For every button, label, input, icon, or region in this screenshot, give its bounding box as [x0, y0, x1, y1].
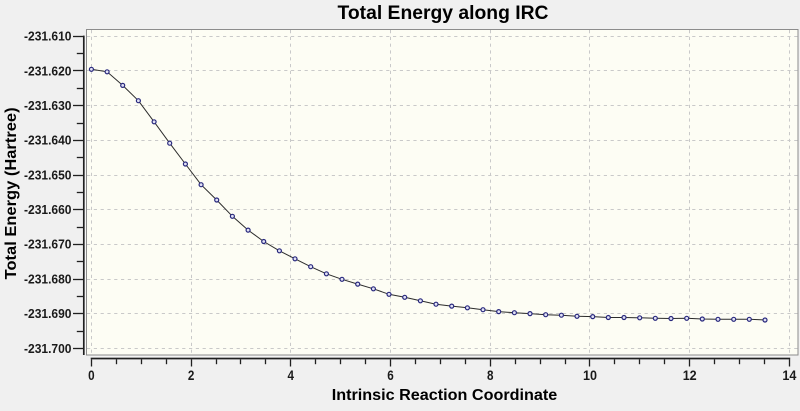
svg-text:14: 14	[782, 367, 796, 383]
svg-text:Total Energy along IRC: Total Energy along IRC	[338, 3, 549, 24]
svg-text:10: 10	[583, 367, 597, 383]
svg-text:4: 4	[288, 367, 295, 383]
svg-text:Intrinsic Reaction Coordinate: Intrinsic Reaction Coordinate	[332, 387, 558, 404]
svg-text:-231.680: -231.680	[24, 271, 72, 286]
svg-text:Total Energy (Hartree): Total Energy (Hartree)	[3, 107, 20, 279]
svg-text:-231.670: -231.670	[24, 237, 72, 252]
svg-text:12: 12	[683, 367, 697, 383]
svg-text:-231.660: -231.660	[24, 202, 72, 217]
svg-text:2: 2	[188, 367, 195, 383]
svg-text:8: 8	[487, 367, 494, 383]
svg-text:-231.700: -231.700	[24, 341, 72, 356]
svg-text:-231.690: -231.690	[24, 306, 72, 321]
svg-text:-231.610: -231.610	[24, 29, 72, 44]
svg-text:-231.650: -231.650	[24, 167, 72, 182]
svg-text:0: 0	[88, 367, 95, 383]
svg-text:-231.620: -231.620	[24, 63, 72, 78]
svg-text:-231.630: -231.630	[24, 98, 72, 113]
svg-text:6: 6	[387, 367, 394, 383]
svg-text:-231.640: -231.640	[24, 133, 72, 148]
